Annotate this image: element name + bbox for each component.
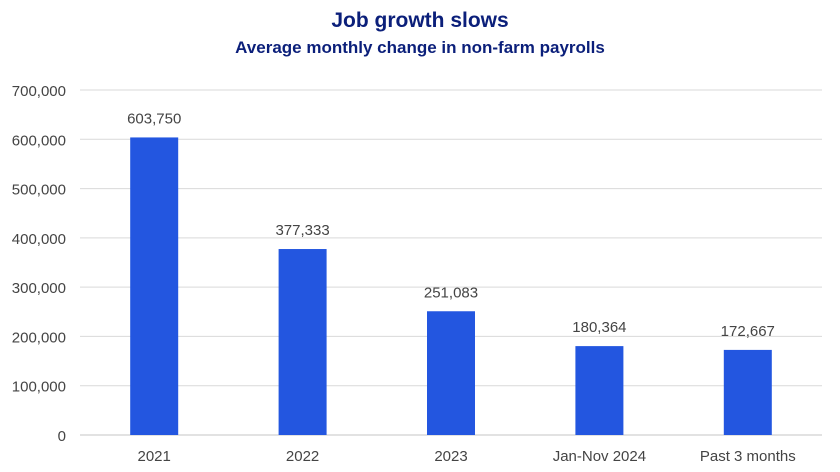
x-tick-label: Jan-Nov 2024: [553, 448, 646, 465]
y-tick-label: 500,000: [12, 182, 66, 199]
chart-title: Job growth slows: [331, 9, 509, 32]
y-tick-label: 100,000: [12, 379, 66, 396]
y-tick-label: 600,000: [12, 132, 66, 149]
bar: [427, 311, 475, 435]
x-tick-label: 2021: [138, 448, 171, 465]
x-tick-label: 2022: [286, 448, 319, 465]
data-label: 603,750: [127, 110, 181, 127]
data-label: 172,667: [721, 323, 775, 340]
chart-subtitle: Average monthly change in non-farm payro…: [235, 38, 605, 57]
x-tick-label: Past 3 months: [700, 448, 796, 465]
y-tick-label: 200,000: [12, 329, 66, 346]
bar: [575, 346, 624, 435]
data-label: 377,333: [275, 222, 329, 239]
data-label: 251,083: [424, 284, 478, 301]
y-tick-label: 400,000: [12, 231, 66, 248]
y-tick-label: 700,000: [12, 83, 66, 100]
y-tick-label: 300,000: [12, 280, 66, 297]
bar: [723, 349, 772, 435]
x-tick-label: 2023: [434, 448, 467, 465]
y-tick-label: 0: [58, 428, 66, 445]
bar: [130, 137, 179, 435]
data-label: 180,364: [572, 319, 626, 336]
bar: [278, 249, 327, 435]
